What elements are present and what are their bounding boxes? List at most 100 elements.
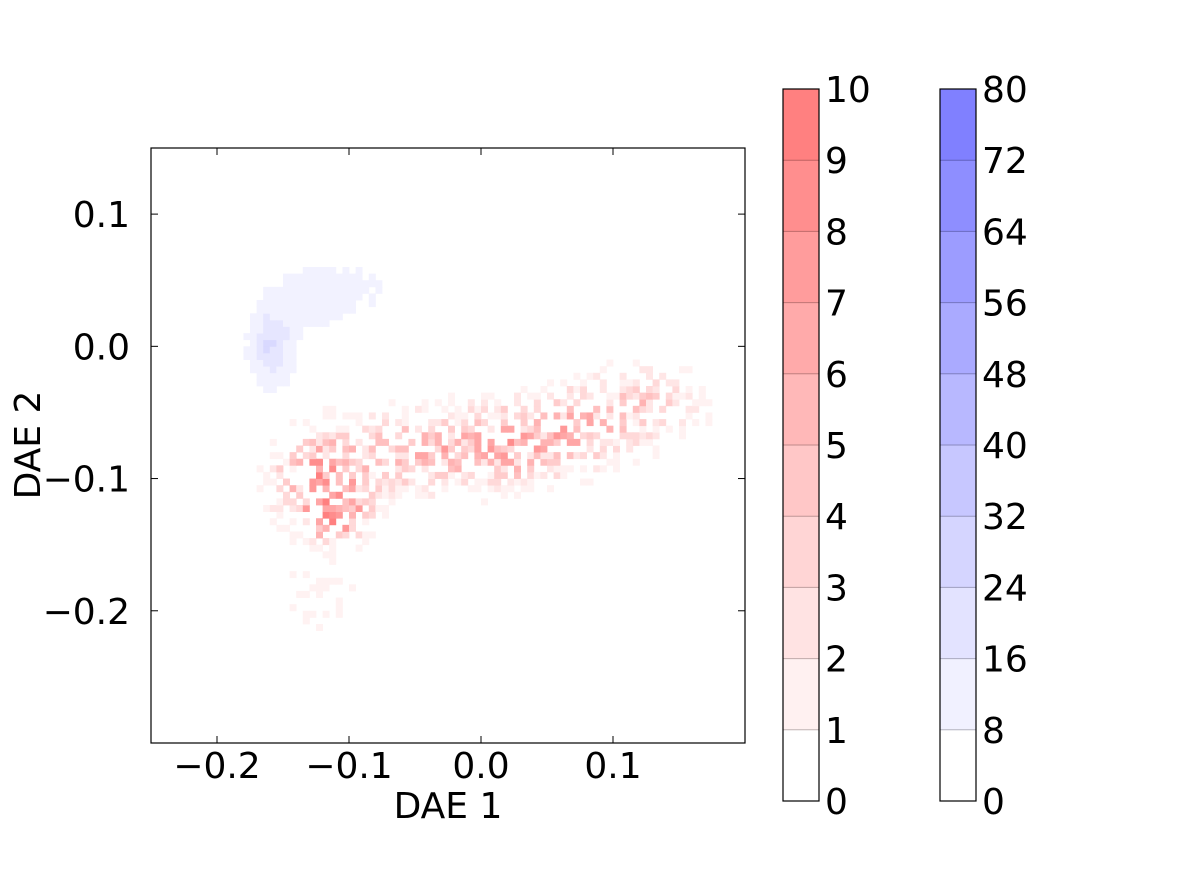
heatmap-cell bbox=[316, 590, 323, 598]
heatmap-cell bbox=[322, 432, 330, 440]
x-axis: −0.2 −0.1 0.0 0.1 bbox=[173, 148, 642, 787]
colorbar-tick-label: 0 bbox=[982, 782, 1005, 823]
heatmap-cell bbox=[639, 399, 647, 407]
heatmap-cell bbox=[507, 425, 515, 433]
heatmap-cell bbox=[705, 412, 713, 420]
heatmap-cell bbox=[316, 458, 323, 466]
heatmap-cell bbox=[349, 273, 356, 281]
heatmap-cell bbox=[520, 419, 528, 427]
heatmap-cell bbox=[527, 471, 535, 479]
heatmap-cell bbox=[263, 319, 271, 327]
heatmap-cell bbox=[289, 339, 297, 347]
heatmap-cell bbox=[665, 399, 673, 407]
heatmap-cell bbox=[434, 419, 442, 427]
heatmap-cell bbox=[434, 432, 442, 440]
colorbar-tick-label: 7 bbox=[825, 284, 848, 325]
heatmap-cell bbox=[507, 478, 515, 486]
heatmap-cell bbox=[263, 293, 271, 301]
heatmap-cell bbox=[250, 313, 257, 321]
heatmap-cell bbox=[566, 432, 574, 440]
heatmap-cell bbox=[349, 293, 356, 301]
heatmap-cell bbox=[474, 432, 482, 440]
heatmap-cell bbox=[283, 352, 290, 360]
heatmap-cell bbox=[283, 326, 290, 334]
heatmap-cell bbox=[500, 405, 508, 413]
heatmap-cell bbox=[494, 399, 502, 407]
heatmap-cell bbox=[335, 610, 343, 618]
colorbar-segment bbox=[783, 587, 819, 660]
heatmap-cell bbox=[474, 419, 482, 427]
heatmap-cell bbox=[441, 445, 449, 453]
heatmap-cell bbox=[296, 280, 304, 288]
colorbar-segment bbox=[783, 445, 819, 517]
heatmap-cell bbox=[395, 485, 403, 493]
heatmap-cell bbox=[289, 313, 297, 321]
heatmap-cell bbox=[322, 498, 330, 506]
heatmap-cell bbox=[494, 412, 502, 420]
heatmap-cell bbox=[296, 300, 304, 308]
heatmap-cell bbox=[553, 399, 561, 407]
heatmap-cell bbox=[316, 293, 323, 301]
heatmap-cell bbox=[665, 425, 673, 433]
heatmap-cell bbox=[302, 419, 310, 427]
heatmap-cell bbox=[481, 458, 488, 466]
heatmap-cell bbox=[481, 419, 488, 427]
heatmap-cell bbox=[434, 438, 442, 446]
heatmap-cell bbox=[527, 465, 535, 473]
heatmap-cell bbox=[527, 478, 535, 486]
heatmap-cell bbox=[593, 405, 601, 413]
heatmap-cell bbox=[256, 359, 264, 367]
heatmap-cell bbox=[613, 452, 620, 460]
heatmap-cell bbox=[309, 273, 317, 281]
heatmap-cell bbox=[461, 471, 469, 479]
heatmap-cell bbox=[243, 333, 251, 341]
heatmap-cell bbox=[283, 498, 290, 506]
heatmap-cell bbox=[269, 306, 277, 314]
heatmap-cell bbox=[382, 491, 389, 499]
heatmap-cell bbox=[296, 306, 304, 314]
heatmap-cell bbox=[448, 465, 455, 473]
heatmap-cell bbox=[586, 445, 594, 453]
heatmap-cell bbox=[566, 465, 574, 473]
colorbar-frame bbox=[939, 88, 977, 802]
heatmap-cell bbox=[421, 465, 429, 473]
heatmap-cell bbox=[454, 458, 462, 466]
heatmap-cell bbox=[428, 432, 436, 440]
heatmap-cell bbox=[428, 419, 436, 427]
heatmap-cell bbox=[560, 471, 568, 479]
heatmap-cell bbox=[500, 491, 508, 499]
heatmap-cell bbox=[652, 419, 660, 427]
heatmap-cell bbox=[467, 471, 475, 479]
heatmap-cell bbox=[289, 326, 297, 334]
heatmap-cell bbox=[639, 425, 647, 433]
heatmap-cell bbox=[467, 485, 475, 493]
heatmap-cell bbox=[302, 313, 310, 321]
heatmap-cell bbox=[269, 505, 277, 513]
heatmap-cell bbox=[362, 471, 370, 479]
heatmap-cell bbox=[580, 386, 587, 394]
heatmap-cell bbox=[652, 452, 660, 460]
heatmap-cell bbox=[289, 293, 297, 301]
heatmap-cell bbox=[646, 392, 653, 400]
heatmap-cell bbox=[375, 286, 383, 294]
heatmap-cell bbox=[553, 471, 561, 479]
heatmap-cell bbox=[573, 399, 581, 407]
heatmap-cell bbox=[487, 458, 495, 466]
heatmap-cell bbox=[388, 498, 396, 506]
colorbar-tick-label: 32 bbox=[982, 497, 1028, 538]
heatmap-cell bbox=[283, 293, 290, 301]
heatmap-cell bbox=[349, 498, 356, 506]
heatmap-cell bbox=[395, 452, 403, 460]
heatmap-cell bbox=[362, 511, 370, 519]
colorbar-segment bbox=[940, 516, 976, 588]
heatmap-cell bbox=[566, 438, 574, 446]
heatmap-cell bbox=[329, 405, 337, 413]
heatmap-cell bbox=[599, 379, 607, 387]
heatmap-cell bbox=[335, 286, 343, 294]
colorbar-tick-label: 2 bbox=[825, 640, 848, 681]
heatmap-cell bbox=[289, 273, 297, 281]
colorbar-segment bbox=[940, 587, 976, 660]
heatmap-cell bbox=[421, 405, 429, 413]
heatmap-cell bbox=[269, 352, 277, 360]
heatmap-cell bbox=[685, 386, 693, 394]
